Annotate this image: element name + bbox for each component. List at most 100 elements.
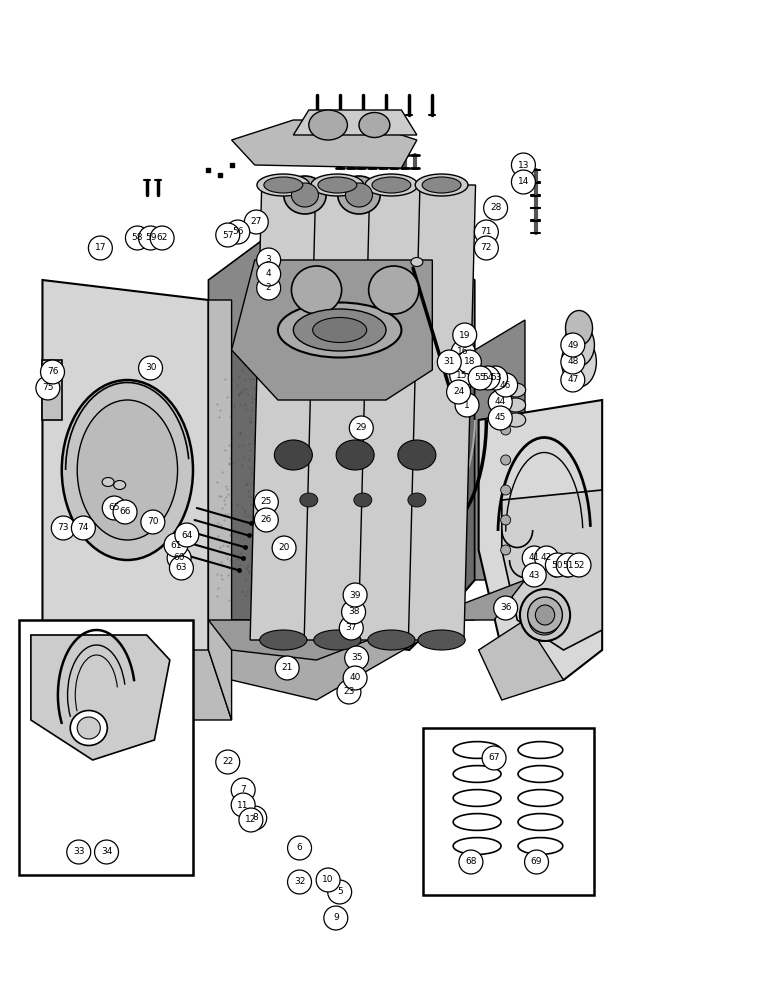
Circle shape	[256, 276, 281, 300]
Circle shape	[342, 600, 366, 624]
Text: 16: 16	[458, 348, 469, 357]
Ellipse shape	[70, 710, 107, 746]
Ellipse shape	[62, 380, 193, 560]
Ellipse shape	[264, 177, 303, 193]
Circle shape	[549, 563, 563, 577]
Text: 15: 15	[456, 370, 467, 379]
Bar	[19, 620, 193, 875]
Circle shape	[215, 223, 239, 247]
Circle shape	[476, 366, 500, 390]
Bar	[423, 728, 594, 895]
Ellipse shape	[113, 481, 126, 489]
Polygon shape	[208, 350, 475, 650]
Text: 45: 45	[495, 413, 506, 422]
Polygon shape	[475, 320, 525, 580]
Circle shape	[164, 533, 188, 557]
Circle shape	[501, 545, 510, 555]
Circle shape	[113, 500, 137, 524]
Circle shape	[512, 153, 536, 177]
Circle shape	[232, 793, 255, 817]
Ellipse shape	[354, 493, 372, 507]
Text: 49: 49	[567, 340, 578, 350]
Text: 41: 41	[529, 554, 540, 562]
Text: 44: 44	[495, 397, 506, 406]
Ellipse shape	[506, 413, 526, 427]
Text: 25: 25	[261, 497, 272, 506]
Circle shape	[287, 836, 312, 860]
Text: 38: 38	[348, 607, 359, 616]
Text: 3: 3	[266, 255, 272, 264]
Ellipse shape	[336, 440, 374, 470]
Text: 26: 26	[261, 516, 272, 524]
Text: 75: 75	[42, 383, 53, 392]
Circle shape	[567, 553, 591, 577]
Circle shape	[317, 868, 340, 892]
Text: 55: 55	[475, 373, 486, 382]
Circle shape	[474, 220, 499, 244]
Ellipse shape	[518, 742, 563, 758]
Text: 31: 31	[444, 358, 455, 366]
Circle shape	[446, 380, 471, 404]
Circle shape	[522, 546, 547, 570]
Circle shape	[545, 553, 570, 577]
Circle shape	[232, 778, 255, 802]
Ellipse shape	[311, 174, 364, 196]
Text: 6: 6	[296, 843, 303, 852]
Circle shape	[254, 508, 278, 532]
Polygon shape	[408, 185, 476, 640]
Ellipse shape	[318, 177, 357, 193]
Text: 57: 57	[222, 231, 233, 239]
Text: 36: 36	[500, 603, 511, 612]
Text: 63: 63	[176, 563, 187, 572]
Ellipse shape	[564, 324, 594, 366]
Circle shape	[457, 350, 482, 374]
Text: 59: 59	[145, 233, 156, 242]
Ellipse shape	[518, 766, 563, 782]
Ellipse shape	[408, 493, 426, 507]
Text: 67: 67	[489, 754, 499, 762]
Circle shape	[345, 646, 369, 670]
Text: 42: 42	[541, 554, 552, 562]
Polygon shape	[502, 490, 602, 650]
Polygon shape	[293, 110, 417, 135]
Circle shape	[88, 236, 113, 260]
Text: 46: 46	[500, 380, 511, 389]
Ellipse shape	[77, 717, 100, 739]
Ellipse shape	[398, 440, 436, 470]
Ellipse shape	[346, 183, 373, 207]
Ellipse shape	[369, 266, 418, 314]
Circle shape	[350, 416, 374, 440]
Ellipse shape	[292, 266, 341, 314]
Circle shape	[150, 226, 174, 250]
Ellipse shape	[518, 838, 563, 854]
Ellipse shape	[527, 597, 562, 633]
Ellipse shape	[453, 814, 501, 830]
Circle shape	[449, 363, 474, 387]
Text: 52: 52	[574, 560, 584, 569]
Circle shape	[276, 656, 300, 680]
Ellipse shape	[313, 630, 361, 650]
Ellipse shape	[292, 183, 318, 207]
Polygon shape	[208, 240, 475, 350]
Polygon shape	[232, 260, 432, 400]
Circle shape	[168, 546, 191, 570]
Text: 14: 14	[518, 177, 529, 186]
Circle shape	[483, 196, 508, 220]
Ellipse shape	[529, 605, 560, 635]
Circle shape	[501, 485, 510, 495]
Polygon shape	[232, 120, 417, 168]
Circle shape	[560, 333, 585, 357]
Polygon shape	[304, 185, 371, 640]
Circle shape	[102, 496, 127, 520]
Ellipse shape	[77, 400, 178, 540]
Text: 10: 10	[323, 876, 334, 884]
Text: 68: 68	[466, 857, 476, 866]
Polygon shape	[42, 280, 208, 720]
Text: 21: 21	[282, 664, 293, 673]
Circle shape	[51, 516, 76, 540]
Circle shape	[474, 236, 499, 260]
Text: 8: 8	[252, 813, 258, 822]
Text: 66: 66	[120, 508, 130, 516]
Ellipse shape	[267, 435, 320, 475]
Text: 12: 12	[245, 815, 256, 824]
